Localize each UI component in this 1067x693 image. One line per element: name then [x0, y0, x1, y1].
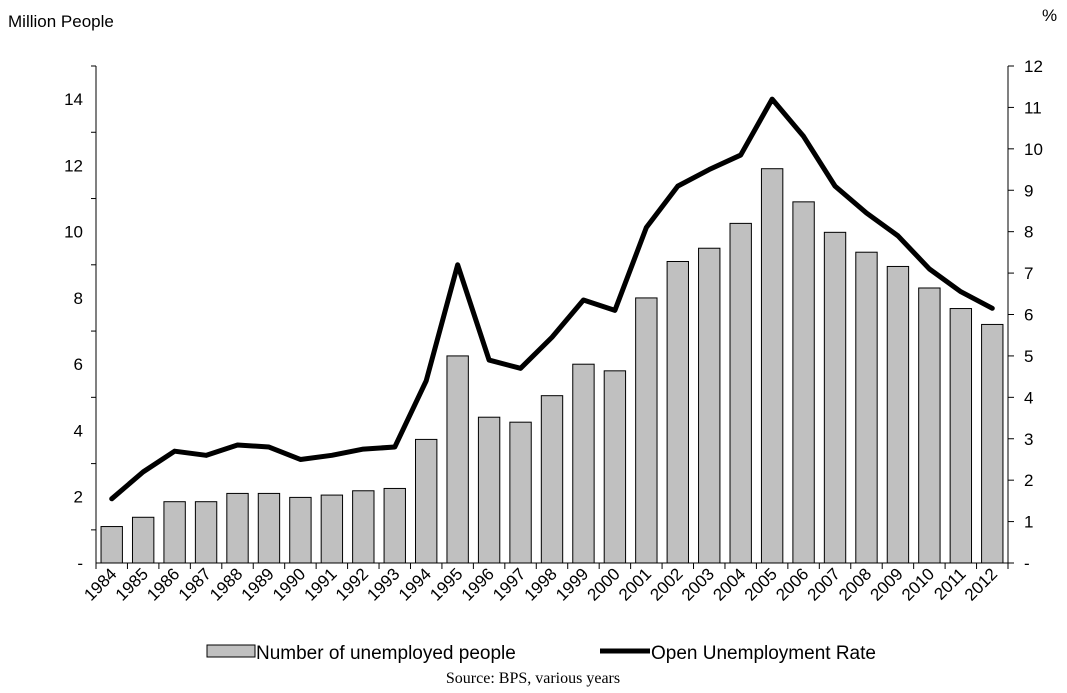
x-tick-label: 2006 — [772, 564, 812, 604]
y2-tick-label: - — [1024, 554, 1030, 573]
x-tick-label: 1986 — [143, 564, 183, 604]
bar-1999 — [572, 363, 595, 564]
bar-1990 — [289, 496, 312, 564]
y2-tick-label: 3 — [1024, 430, 1033, 449]
bar-2007 — [823, 231, 847, 564]
bar-1984 — [100, 526, 123, 564]
x-tick-label: 2001 — [615, 564, 655, 604]
bar-2012 — [981, 323, 1004, 564]
x-tick-label: 2002 — [646, 564, 686, 604]
y-tick-label: 12 — [64, 156, 83, 175]
x-tick-label: 1997 — [489, 564, 529, 604]
bar-1988 — [226, 492, 249, 564]
y-tick-label: 4 — [74, 421, 83, 440]
source-note: Source: BPS, various years — [446, 670, 620, 687]
bar-series — [100, 168, 1004, 564]
x-tick-label: 1990 — [269, 564, 309, 604]
y2-tick-label: 10 — [1024, 140, 1043, 159]
bar-2011 — [949, 308, 973, 564]
bar-2003 — [698, 247, 721, 564]
x-tick-label: 2004 — [709, 564, 749, 604]
x-tick-label: 1999 — [552, 564, 592, 604]
bar-1993 — [383, 487, 406, 564]
x-tick-label: 2007 — [804, 564, 844, 604]
x-tick-label: 2005 — [741, 564, 781, 604]
x-tick-label: 2012 — [961, 564, 1001, 604]
x-tick-label: 2010 — [898, 564, 938, 604]
y2-tick-label: 12 — [1024, 57, 1043, 76]
bar-1995 — [446, 355, 469, 564]
y-tick-label: - — [77, 554, 83, 573]
y-tick-label: 14 — [64, 90, 83, 109]
y-axis-title: Million People — [8, 12, 114, 31]
x-tick-label: 2011 — [930, 564, 969, 603]
bar-2006 — [792, 201, 815, 564]
x-tick-label: 1998 — [521, 564, 561, 604]
x-tick-label: 1984 — [80, 564, 120, 604]
line-series — [109, 96, 995, 502]
y-tick-label: 10 — [64, 223, 83, 242]
legend-label-unemployed: Number of unemployed people — [256, 643, 516, 664]
legend-label-rate: Open Unemployment Rate — [651, 643, 876, 664]
bar-1985 — [131, 516, 155, 564]
legend-bar-swatch — [206, 644, 256, 658]
y2-tick-label: 8 — [1024, 223, 1033, 242]
y2-tick-label: 7 — [1024, 264, 1033, 283]
x-tick-label: 1985 — [112, 564, 152, 604]
x-tick-label: 2003 — [678, 564, 718, 604]
y2-tick-label: 5 — [1024, 347, 1033, 366]
y2-tick-label: 4 — [1024, 388, 1033, 407]
x-tick-label: 2009 — [867, 564, 907, 604]
x-tick-label: 1991 — [301, 564, 341, 604]
bar-2001 — [635, 297, 658, 564]
y-tick-label: 6 — [74, 355, 83, 374]
bar-2004 — [729, 222, 752, 564]
x-tick-label: 1993 — [363, 564, 403, 604]
bar-1996 — [477, 416, 501, 564]
bar-1991 — [320, 494, 344, 564]
y2-tick-label: 9 — [1024, 181, 1033, 200]
axes — [91, 65, 1014, 569]
y2-tick-label: 11 — [1024, 98, 1042, 117]
x-tick-label: 1994 — [395, 564, 435, 604]
y-tick-label: 8 — [74, 289, 83, 308]
y-tick-label: 2 — [74, 488, 83, 507]
bar-2000 — [603, 370, 627, 564]
x-tick-label: 2000 — [584, 564, 624, 604]
bar-2008 — [855, 251, 878, 564]
bar-1987 — [194, 501, 218, 564]
y2-tick-label: 6 — [1024, 306, 1033, 325]
x-tick-label: 2008 — [835, 564, 875, 604]
bar-1986 — [163, 501, 186, 564]
y2-tick-label: 1 — [1024, 513, 1033, 532]
x-tick-label: 1995 — [426, 564, 466, 604]
x-tick-label: 1988 — [206, 564, 246, 604]
bar-1992 — [352, 490, 375, 564]
y2-tick-label: 2 — [1024, 471, 1033, 490]
y2-axis-title: % — [1042, 6, 1057, 25]
bar-1989 — [257, 492, 281, 564]
bar-1997 — [509, 421, 532, 564]
legend: Number of unemployed people Open Unemplo… — [206, 643, 876, 664]
bar-2009 — [886, 265, 910, 564]
bar-2005 — [760, 168, 784, 564]
bar-1998 — [540, 395, 564, 564]
bar-2002 — [666, 260, 689, 564]
bar-1994 — [415, 438, 438, 564]
x-tick-label: 1992 — [332, 564, 372, 604]
x-tick-label: 1987 — [175, 564, 215, 604]
bar-2010 — [918, 287, 941, 564]
x-tick-label: 1996 — [458, 564, 498, 604]
x-tick-label: 1989 — [238, 564, 278, 604]
